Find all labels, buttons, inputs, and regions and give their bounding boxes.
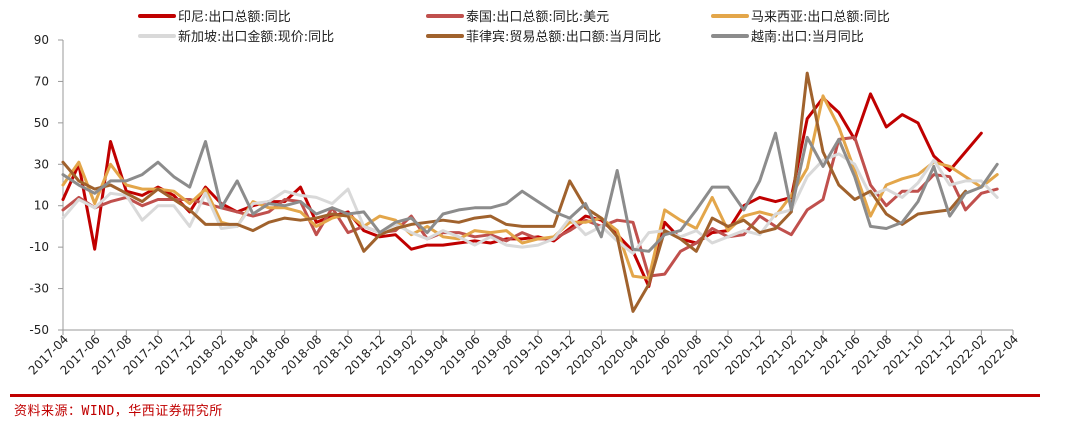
legend: 印尼:出口总额:同比 泰国:出口总额:同比:美元 马来西亚:出口总额:同比新加坡:出… bbox=[138, 10, 890, 45]
legend-label: 印尼:出口总额:同比 bbox=[178, 10, 291, 25]
bottom-rule bbox=[10, 394, 1040, 397]
y-tick-label: 90 bbox=[34, 33, 49, 47]
y-tick-label: 30 bbox=[34, 157, 49, 171]
series-line-4 bbox=[61, 71, 967, 313]
legend-label: 新加坡:出口金额:现价:同比 bbox=[178, 29, 334, 45]
y-tick-label: 70 bbox=[34, 74, 49, 88]
legend-label: 菲律宾:贸易总额:出口额:当月同比 bbox=[466, 29, 661, 45]
series-line-5 bbox=[61, 131, 999, 253]
series-line-2 bbox=[61, 94, 999, 280]
y-tick-label: -30 bbox=[29, 282, 49, 296]
legend-label: 越南:出口:当月同比 bbox=[751, 29, 864, 45]
series-line-0 bbox=[61, 92, 983, 288]
legend-label: 泰国:出口总额:同比:美元 bbox=[466, 10, 609, 25]
x-axis: 2017-042017-062017-082017-102017-122018-… bbox=[26, 329, 1021, 378]
y-tick-label: 50 bbox=[34, 116, 49, 130]
y-tick-label: 10 bbox=[34, 199, 49, 213]
series-line-3 bbox=[61, 152, 999, 255]
source-note: 资料来源：WIND，华西证券研究所 bbox=[14, 404, 223, 419]
y-tick-label: -50 bbox=[29, 323, 49, 337]
legend-label: 马来西亚:出口总额:同比 bbox=[751, 10, 890, 25]
series-line-1 bbox=[61, 135, 999, 278]
series-lines bbox=[61, 71, 999, 313]
y-axis: 90 70 50 30 10 -10 -30 -50 bbox=[29, 33, 64, 337]
y-tick-label: -10 bbox=[29, 240, 49, 254]
